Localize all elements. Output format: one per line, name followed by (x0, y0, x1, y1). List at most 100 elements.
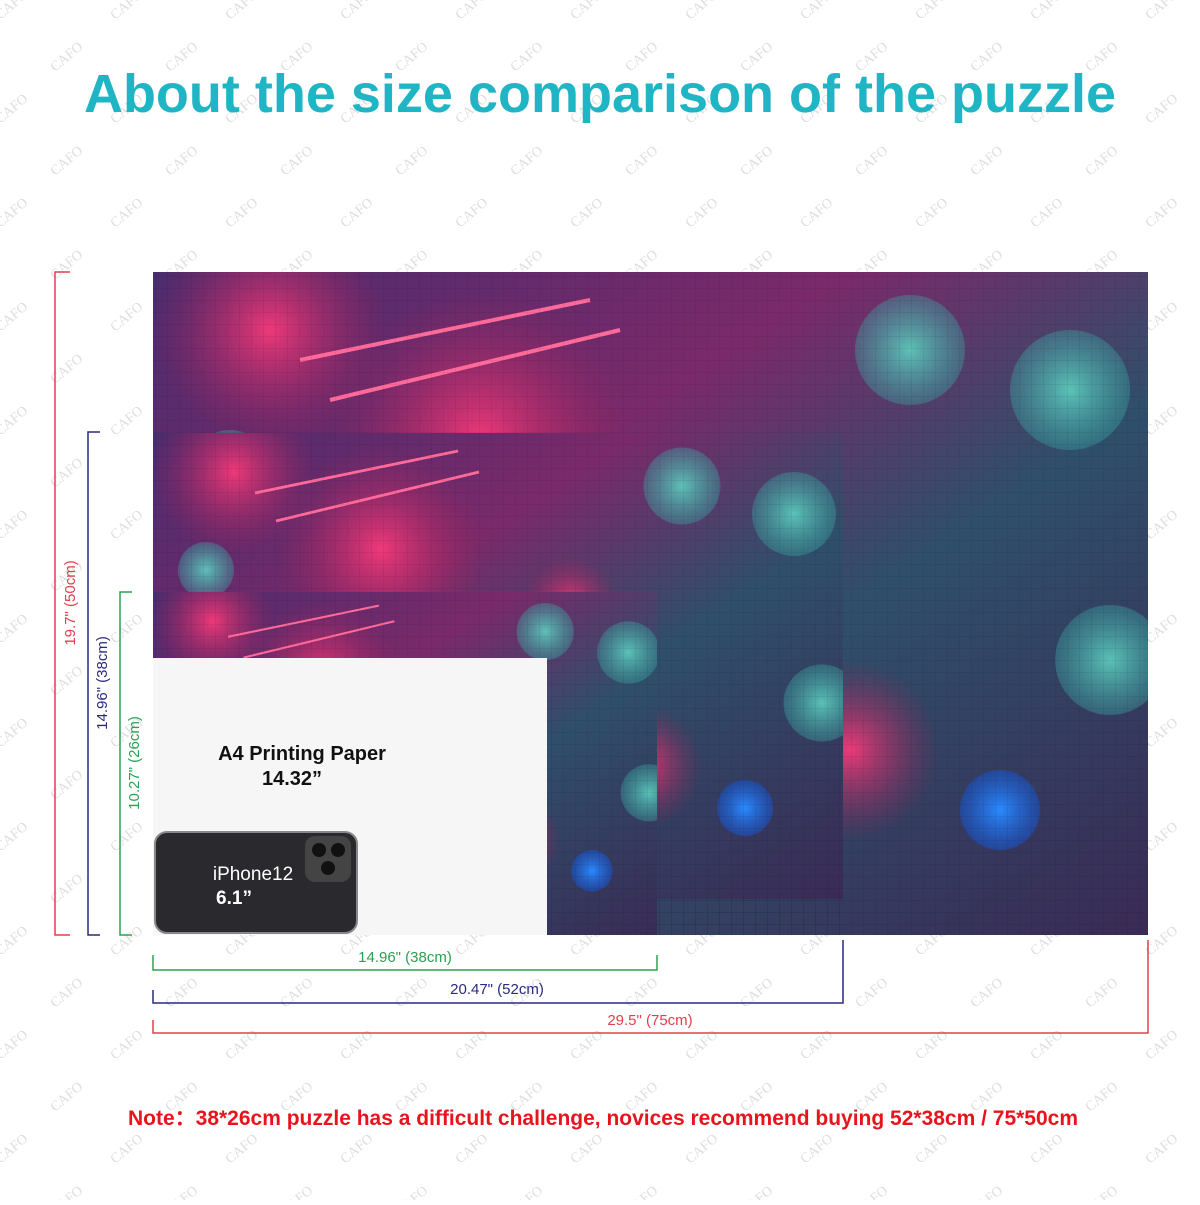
watermark: CAFO (1143, 508, 1181, 544)
watermark: CAFO (968, 144, 1006, 180)
watermark: CAFO (108, 924, 146, 960)
watermark: CAFO (278, 1184, 316, 1200)
watermark: CAFO (1083, 1184, 1121, 1200)
watermark: CAFO (453, 0, 491, 23)
watermark: CAFO (108, 1132, 146, 1168)
watermark: CAFO (223, 0, 261, 23)
watermark: CAFO (738, 976, 776, 1012)
watermark: CAFO (48, 352, 86, 388)
watermark: CAFO (223, 1132, 261, 1168)
note: Note：38*26cm puzzle has a difficult chal… (128, 1107, 1078, 1130)
watermark: CAFO (623, 1184, 661, 1200)
watermark: CAFO (393, 1184, 431, 1200)
watermark: CAFO (1083, 144, 1121, 180)
watermark: CAFO (1028, 0, 1066, 23)
watermark: CAFO (393, 976, 431, 1012)
watermark: CAFO (48, 456, 86, 492)
watermark: CAFO (568, 0, 606, 23)
height-large: 19.7" (50cm) (62, 560, 79, 645)
watermark: CAFO (108, 196, 146, 232)
watermark: CAFO (0, 1132, 31, 1168)
watermark: CAFO (0, 92, 31, 128)
watermark: CAFO (108, 404, 146, 440)
watermark: CAFO (683, 196, 721, 232)
watermark: CAFO (0, 924, 31, 960)
watermark: CAFO (338, 1132, 376, 1168)
watermark: CAFO (0, 820, 31, 856)
watermark: CAFO (48, 248, 86, 284)
height-medium: 14.96" (38cm) (94, 636, 111, 730)
watermark: CAFO (223, 196, 261, 232)
watermark: CAFO (1143, 612, 1181, 648)
watermark: CAFO (853, 976, 891, 1012)
height-small: 10.27" (26cm) (126, 716, 143, 810)
watermark: CAFO (968, 976, 1006, 1012)
watermark: CAFO (453, 1132, 491, 1168)
watermark: CAFO (338, 0, 376, 23)
watermark: CAFO (0, 300, 31, 336)
watermark: CAFO (0, 716, 31, 752)
watermark: CAFO (108, 0, 146, 23)
watermark: CAFO (1083, 1080, 1121, 1116)
watermark: CAFO (798, 196, 836, 232)
watermark: CAFO (508, 144, 546, 180)
watermark: CAFO (108, 300, 146, 336)
watermark: CAFO (0, 404, 31, 440)
watermark: CAFO (1143, 404, 1181, 440)
paper-label: A4 Printing Paper (218, 743, 386, 765)
watermark: CAFO (0, 196, 31, 232)
watermark: CAFO (108, 820, 146, 856)
watermark: CAFO (48, 40, 86, 76)
watermark: CAFO (48, 1080, 86, 1116)
watermark: CAFO (913, 1132, 951, 1168)
watermark: CAFO (48, 872, 86, 908)
watermark: CAFO (623, 976, 661, 1012)
dimension-lines (54, 271, 1149, 1034)
watermark: CAFO (1028, 1132, 1066, 1168)
watermark: CAFO (163, 144, 201, 180)
watermark: CAFO (508, 1184, 546, 1200)
watermark: CAFO (48, 664, 86, 700)
watermark: CAFO (48, 1184, 86, 1200)
watermark: CAFO (853, 1184, 891, 1200)
watermark: CAFO (1028, 196, 1066, 232)
width-small: 14.96" (38cm) (358, 949, 452, 966)
watermark: CAFO (0, 0, 31, 23)
phone-label: iPhone12 (213, 864, 293, 885)
watermark: CAFO (853, 144, 891, 180)
watermark: CAFO (683, 1132, 721, 1168)
title: About the size comparison of the puzzle (84, 64, 1116, 124)
watermark: CAFO (278, 144, 316, 180)
watermark: CAFO (968, 1184, 1006, 1200)
watermark: CAFO (393, 144, 431, 180)
watermark: CAFO (108, 1028, 146, 1064)
watermark: CAFO (48, 144, 86, 180)
watermark: CAFO (683, 0, 721, 23)
watermark: CAFO (1143, 92, 1181, 128)
paper-size: 14.32” (262, 768, 322, 790)
watermark: CAFO (1143, 0, 1181, 23)
phone (154, 831, 358, 934)
watermark: CAFO (1143, 300, 1181, 336)
phone-size: 6.1” (216, 888, 252, 909)
watermark: CAFO (338, 196, 376, 232)
watermark: CAFO (453, 196, 491, 232)
watermark: CAFO (48, 976, 86, 1012)
watermark: CAFO (108, 612, 146, 648)
watermark: CAFO (738, 144, 776, 180)
watermark: CAFO (1143, 716, 1181, 752)
watermark: CAFO (1143, 196, 1181, 232)
watermark: CAFO (1143, 820, 1181, 856)
watermark: CAFO (0, 508, 31, 544)
watermark: CAFO (163, 976, 201, 1012)
watermark: CAFO (913, 196, 951, 232)
width-large: 29.5" (75cm) (607, 1012, 692, 1029)
watermark: CAFO (798, 1132, 836, 1168)
width-medium: 20.47" (52cm) (450, 981, 544, 998)
watermark: CAFO (0, 1028, 31, 1064)
watermark: CAFO (568, 196, 606, 232)
watermark: CAFO (738, 1184, 776, 1200)
watermark: CAFO (568, 1132, 606, 1168)
watermark: CAFO (0, 612, 31, 648)
